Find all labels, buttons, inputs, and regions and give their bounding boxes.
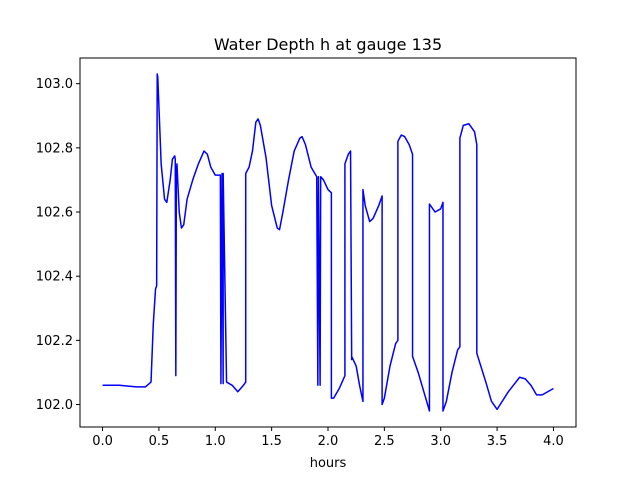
- plot-area: [80, 58, 576, 427]
- x-axis-label: hours: [310, 456, 347, 471]
- y-tick-label: 103.0: [36, 77, 73, 92]
- x-tick-label: 2.0: [318, 434, 339, 449]
- x-tick-label: 3.0: [430, 434, 451, 449]
- x-tick-label: 0.0: [92, 434, 113, 449]
- x-tick-label: 1.0: [205, 434, 226, 449]
- y-tick-label: 102.2: [36, 334, 73, 349]
- y-tick-label: 102.6: [36, 206, 73, 221]
- x-tick-label: 1.5: [261, 434, 282, 449]
- x-tick-label: 0.5: [149, 434, 170, 449]
- x-axis: 0.0 0.5 1.0 1.5 2.0 2.5 3.0 3.5 4.0: [92, 427, 564, 449]
- data-series: [102, 73, 554, 412]
- y-axis: 102.0 102.2 102.4 102.6 102.8 103.0: [36, 77, 80, 413]
- y-tick-label: 102.4: [36, 270, 73, 285]
- series-line-0: [102, 73, 554, 412]
- x-tick-label: 2.5: [374, 434, 395, 449]
- y-tick-label: 102.0: [36, 398, 73, 413]
- x-tick-label: 4.0: [543, 434, 564, 449]
- chart-title: Water Depth h at gauge 135: [214, 35, 442, 54]
- y-tick-label: 102.8: [36, 141, 73, 156]
- x-tick-label: 3.5: [487, 434, 508, 449]
